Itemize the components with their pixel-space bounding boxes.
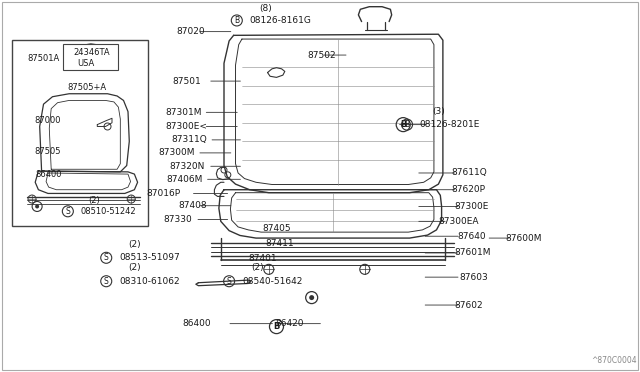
Text: S: S (104, 277, 109, 286)
Text: 08126-8201E: 08126-8201E (420, 120, 480, 129)
Text: 87602: 87602 (454, 301, 483, 310)
Text: S: S (104, 253, 109, 262)
Text: 08540-51642: 08540-51642 (242, 277, 302, 286)
Text: 87300E: 87300E (454, 202, 489, 211)
Text: 87000: 87000 (34, 116, 60, 125)
Text: B: B (404, 120, 410, 129)
Text: 87020: 87020 (176, 27, 205, 36)
Text: 87620P: 87620P (451, 185, 485, 194)
Text: 87401: 87401 (248, 254, 277, 263)
Text: 08510-51242: 08510-51242 (81, 207, 136, 216)
Text: B: B (400, 120, 406, 129)
Text: 87300M: 87300M (159, 148, 195, 157)
Text: 87311Q: 87311Q (171, 135, 207, 144)
Text: (2): (2) (88, 196, 100, 205)
Text: (3): (3) (432, 107, 445, 116)
Text: ^870C0004: ^870C0004 (591, 356, 637, 365)
Text: 87406M: 87406M (166, 175, 203, 184)
Text: 87502: 87502 (307, 51, 336, 60)
Text: 86400: 86400 (182, 319, 211, 328)
Text: 87330: 87330 (163, 215, 192, 224)
Text: 08513-51097: 08513-51097 (119, 253, 180, 262)
Text: (2): (2) (251, 263, 264, 272)
Text: 87300E<: 87300E< (165, 122, 207, 131)
Text: (8): (8) (259, 4, 272, 13)
Text: (2): (2) (128, 240, 141, 249)
Text: S: S (65, 207, 70, 216)
Text: 87300EA: 87300EA (438, 217, 479, 226)
Text: S: S (227, 277, 232, 286)
Text: 87408: 87408 (178, 201, 207, 210)
Text: B: B (273, 322, 280, 331)
Text: 87600M: 87600M (506, 234, 542, 243)
Text: 86400: 86400 (36, 170, 62, 179)
Text: 08310-61062: 08310-61062 (119, 277, 180, 286)
Text: 87501A: 87501A (28, 54, 60, 63)
Text: 87603: 87603 (460, 273, 488, 282)
Circle shape (309, 295, 314, 300)
Text: 87611Q: 87611Q (451, 169, 487, 177)
Text: 86420: 86420 (275, 319, 304, 328)
Text: 87601M: 87601M (454, 248, 491, 257)
Text: 08126-8161G: 08126-8161G (250, 16, 312, 25)
Text: USA: USA (77, 60, 94, 68)
Text: 87640: 87640 (458, 232, 486, 241)
Text: (2): (2) (128, 263, 141, 272)
Circle shape (35, 205, 39, 208)
Text: 87301M: 87301M (165, 108, 202, 117)
Text: 87320N: 87320N (170, 162, 205, 171)
Text: 87505: 87505 (34, 147, 60, 156)
Text: 24346TA: 24346TA (74, 48, 110, 57)
Text: 87501: 87501 (173, 77, 202, 86)
Bar (12, 40, 148, 226)
Text: 87505+A: 87505+A (67, 83, 106, 92)
Text: B: B (234, 16, 239, 25)
Text: 87016P: 87016P (146, 189, 180, 198)
Text: 87405: 87405 (262, 224, 291, 232)
Bar (63, 44, 118, 70)
Text: 87411: 87411 (266, 239, 294, 248)
